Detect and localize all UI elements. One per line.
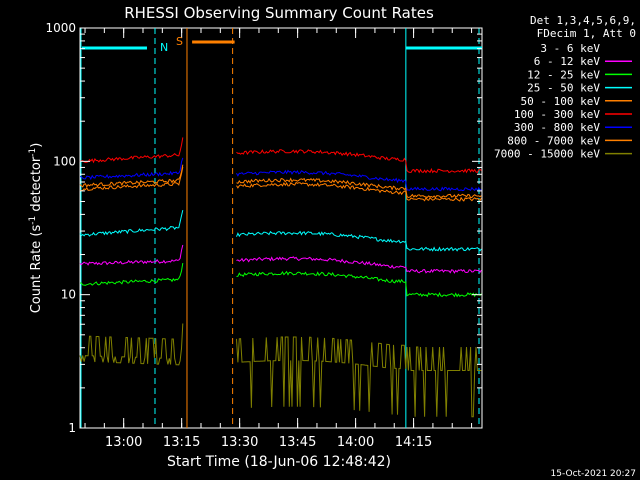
legend-label-7: 800 - 7000 keV: [507, 134, 600, 147]
legend-label-3: 25 - 50 keV: [527, 82, 600, 95]
x-tick-label: 13:30: [221, 435, 258, 450]
series-line-1-post: [236, 256, 482, 274]
series-line-1-pre: [79, 244, 184, 266]
x-axis-label: Start Time (18-Jun-06 12:48:42): [167, 454, 391, 470]
x-tick-label: 14:15: [395, 435, 432, 450]
series-line-7-pre: [79, 164, 184, 188]
series-line-2-pre: [79, 263, 184, 286]
x-tick-label: 13:15: [163, 435, 200, 450]
x-tick-label: 14:00: [337, 435, 374, 450]
plot-frame: [79, 27, 483, 429]
series-line-2-post: [236, 270, 482, 298]
legend-header-line-2: FDecim 1, Att 0: [537, 27, 636, 40]
legend-label-4: 50 - 100 keV: [521, 95, 601, 108]
series-line-4-pre: [79, 166, 184, 192]
axes-layer: 1 10 100 1000 13:00 13:15 13:30 13:45 14:00 14:15: [45, 21, 482, 450]
series-line-7-post: [236, 177, 482, 199]
chart-title: RHESSI Observing Summary Count Rates: [124, 4, 434, 22]
x-tick-label: 13:00: [105, 435, 142, 450]
legend-label-1: 6 - 12 keV: [534, 55, 601, 68]
series-line-8-post: [236, 336, 482, 418]
y-tick-label: 1: [68, 421, 76, 435]
series-line-6-post: [236, 169, 482, 192]
legend-label-8: 7000 - 15000 keV: [494, 148, 600, 161]
legend-header-line-1: Det 1,3,4,5,6,9,: [530, 14, 636, 27]
saa-label: S: [176, 35, 183, 48]
series-line-8-pre: [79, 323, 184, 366]
y-tick-label: 100: [53, 154, 76, 168]
series-line-4-post: [236, 181, 482, 202]
series-layer: [79, 137, 482, 418]
series-line-5-post: [236, 149, 482, 174]
series-line-3-post: [236, 230, 482, 252]
series-line-3-pre: [79, 209, 184, 237]
y-tick-label: 1000: [45, 21, 76, 35]
timestamp: 15-Oct-2021 20:27: [551, 469, 636, 479]
legend-label-0: 3 - 6 keV: [540, 42, 600, 55]
y-axis-label: Count Rate (s-1 detector-1): [28, 143, 44, 314]
x-tick-label: 13:45: [279, 435, 316, 450]
series-line-6-pre: [79, 157, 184, 180]
legend-label-6: 300 - 800 keV: [514, 121, 600, 134]
series-line-5-pre: [79, 137, 184, 164]
night-label: N: [160, 41, 168, 54]
legend-label-2: 12 - 25 keV: [527, 68, 600, 81]
y-tick-label: 10: [61, 288, 76, 302]
legend-label-5: 100 - 300 keV: [514, 108, 600, 121]
